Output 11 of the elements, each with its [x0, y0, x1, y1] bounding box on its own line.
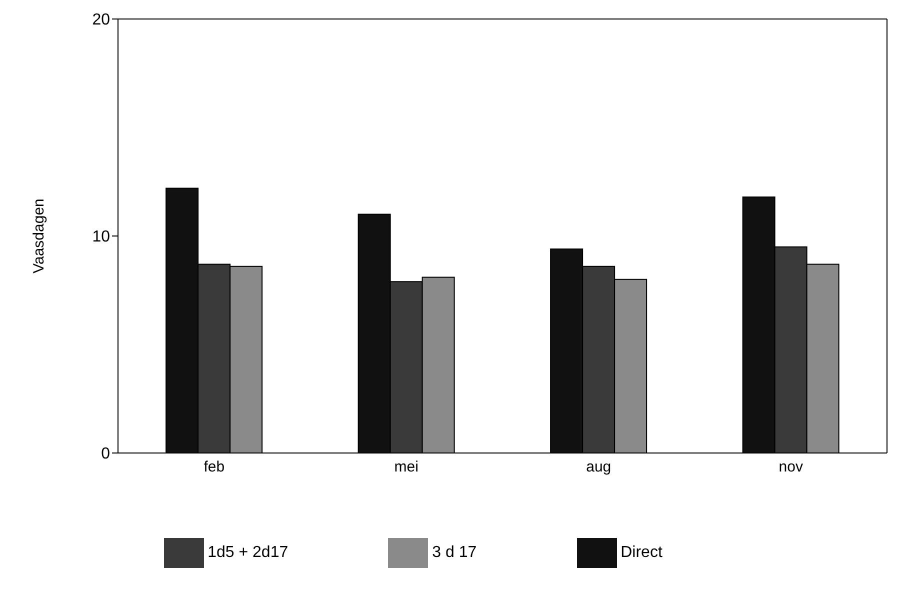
legend-label: Direct: [620, 544, 662, 562]
y-tick-label: 20: [92, 12, 110, 29]
y-axis-title: Vaasdagen: [30, 198, 48, 274]
y-tick-label: 10: [92, 228, 110, 246]
y-tick-label: 0: [101, 446, 110, 463]
legend-label: 3 d 17: [432, 544, 477, 562]
x-tick-label: mei: [394, 458, 418, 476]
x-tick-label: feb: [204, 458, 225, 476]
x-tick-label: nov: [778, 458, 804, 476]
legend-label: 1d5 + 2d17: [208, 544, 288, 562]
x-tick-label: aug: [586, 458, 612, 476]
